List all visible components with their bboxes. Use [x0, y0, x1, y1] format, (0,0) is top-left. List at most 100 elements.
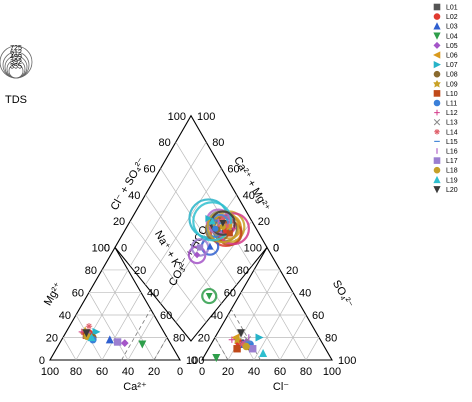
tds-circle-l19 [192, 201, 233, 242]
tick-label: 100 [92, 242, 110, 254]
point-anion-l17 [249, 345, 257, 353]
tick-label: 20 [46, 332, 58, 344]
grid-line [160, 168, 237, 286]
point-diamond-l10 [226, 230, 233, 237]
axis-label-ca: Ca²⁺ [123, 381, 147, 393]
legend-label-l01: L01 [446, 5, 458, 12]
tick-label: 100 [186, 355, 204, 367]
grid-line [101, 292, 142, 361]
tds-circle-l04 [201, 287, 218, 305]
point-diamond-l19 [208, 217, 216, 225]
tick-label: 100 [197, 111, 215, 123]
tick-label: 100 [168, 111, 186, 123]
grid-line [305, 337, 320, 361]
legend-label-l03: L03 [446, 24, 458, 31]
tick-label: 80 [300, 366, 312, 378]
central-diamond [114, 114, 268, 342]
legend-marker-l01 [433, 3, 441, 11]
legend-label-l07: L07 [446, 62, 458, 69]
tick-label: 0 [199, 366, 205, 378]
legend-marker-l18 [433, 166, 441, 174]
point-anion-l04 [212, 354, 221, 363]
tick-label: 40 [128, 190, 140, 202]
point-anion-l19 [259, 348, 268, 357]
legend-marker-l02 [433, 13, 441, 20]
point-diamond-l07 [205, 215, 213, 222]
point-cation-l07 [92, 327, 101, 336]
point-anion-l14 [239, 341, 246, 348]
legend-label-l06: L06 [446, 53, 458, 60]
legend-label-l08: L08 [446, 72, 458, 79]
tick-label: 20 [286, 265, 298, 277]
legend-marker-l11 [433, 99, 441, 107]
grid-line [145, 168, 222, 286]
axis-label-so4: SO₄²⁻ [330, 278, 355, 310]
tick-label: 60 [312, 310, 324, 322]
tick-label: 0 [177, 366, 183, 378]
legend-marker-l03 [433, 22, 441, 30]
point-anion-l12 [228, 336, 236, 343]
legend-marker-l12 [434, 109, 440, 116]
point-cation-l17 [113, 338, 122, 346]
tick-label: 40 [243, 190, 255, 202]
point-cation-l04 [138, 340, 147, 349]
tick-label: 60 [224, 287, 236, 299]
tick-label: 60 [143, 163, 155, 175]
tick-label: 60 [227, 163, 239, 175]
legend-label-l09: L09 [446, 81, 458, 88]
dashed-line [214, 337, 229, 361]
tds-title: TDS [5, 94, 27, 106]
legend-label-l11: L11 [446, 101, 457, 108]
tick-label: 80 [173, 332, 185, 344]
tick-label: 40 [211, 310, 223, 322]
tick-label: 20 [258, 216, 270, 228]
legend-label-l04: L04 [446, 33, 458, 40]
tick-label: 40 [122, 366, 134, 378]
legend-label-l14: L14 [446, 129, 458, 136]
tick-label: 100 [323, 366, 341, 378]
grid-line [253, 269, 307, 361]
point-diamond-l03 [206, 242, 214, 250]
grid-line [101, 269, 155, 361]
piper-frame [49, 114, 333, 361]
tick-label: 100 [338, 355, 356, 367]
grid-line [227, 314, 255, 361]
legend-marker-l10 [433, 90, 441, 97]
tick-label: 0 [191, 355, 197, 367]
tds-size-circle [8, 63, 24, 79]
legend-label-l16: L16 [446, 149, 458, 156]
point-cation-l14 [85, 323, 93, 330]
legend-marker-l08 [433, 70, 441, 78]
legend-marker-l09 [433, 79, 441, 88]
cation-triangle [49, 246, 181, 361]
tick-label: 60 [160, 310, 172, 322]
point-diamond-l11 [212, 225, 219, 232]
tick-label: 40 [299, 287, 311, 299]
point-diamond-l17 [197, 244, 204, 251]
legend-marker-l04 [433, 32, 441, 40]
point-anion-l09 [232, 335, 242, 345]
point-cation-l19 [87, 333, 96, 342]
point-cation-l05 [120, 339, 129, 348]
tick-label: 20 [222, 366, 234, 378]
axis-label-cl: Cl⁻ [273, 381, 289, 393]
grid-line [240, 292, 281, 361]
dashed-line [153, 337, 168, 361]
point-cation-l20 [82, 329, 91, 338]
legend-label-l20: L20 [446, 187, 458, 194]
anion-triangle [201, 246, 333, 361]
axis-label-mg: Mg²⁺ [42, 280, 65, 308]
point-diamond-l12 [230, 226, 237, 232]
legend-label-l15: L15 [446, 139, 458, 146]
grid-line [145, 194, 222, 304]
point-anion-l20 [236, 329, 246, 338]
tick-label: 40 [248, 366, 260, 378]
tick-label: 100 [244, 242, 262, 254]
point-anion-l18 [242, 342, 250, 351]
tick-label: 20 [148, 366, 160, 378]
legend-marker-l20 [433, 186, 441, 194]
point-diamond-l04 [205, 292, 213, 300]
